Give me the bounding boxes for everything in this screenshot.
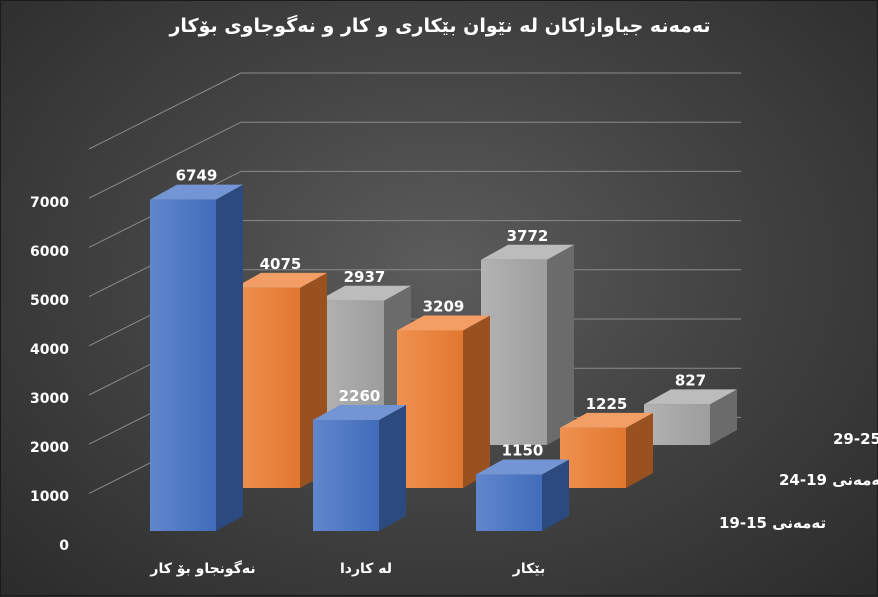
category-label: بێكار	[512, 561, 545, 577]
data-label: 2937	[344, 268, 386, 286]
data-label: 3772	[507, 227, 549, 245]
y-tick-label: 6000	[30, 244, 69, 260]
chart-title: تەمەنە جیاوازاکان لە نێوان بێکاری و کار …	[169, 15, 711, 37]
bar-side	[463, 315, 490, 488]
bar	[560, 427, 626, 488]
bar	[150, 199, 216, 532]
data-label: 2260	[339, 387, 381, 405]
data-label: 3209	[423, 297, 465, 315]
bar	[397, 330, 463, 488]
bar-top	[476, 459, 569, 475]
bar-top	[313, 405, 406, 421]
bar-side	[626, 412, 653, 488]
legend: تەمەنی 15-19 تەمەنی 19-24 تەمەنی 25-29	[719, 430, 878, 532]
bar-side	[379, 405, 406, 531]
series-label: تەمەنی 15-19	[719, 514, 826, 532]
bar	[234, 287, 300, 488]
bar-top	[481, 244, 574, 260]
data-label: 1225	[586, 395, 628, 413]
series-1: 6749 2260 1150	[150, 167, 569, 532]
bar-top	[150, 184, 243, 200]
series-label: تەمەنی 19-24	[779, 471, 878, 489]
category-label: لە كاردا	[340, 561, 392, 577]
data-label: 1150	[502, 442, 544, 460]
bar-top	[644, 389, 737, 405]
y-tick-label: 5000	[30, 293, 69, 309]
y-tick-label: 3000	[30, 391, 69, 407]
bars: 2937 3772 827 4075 3209 1225 6749 2260 1150	[150, 167, 737, 532]
data-label: 827	[675, 371, 706, 389]
bar-side	[216, 184, 243, 532]
bar-top	[397, 315, 490, 331]
bar	[481, 259, 547, 445]
y-tick-label: 0	[59, 538, 69, 554]
bar-top	[234, 272, 327, 288]
bar-top	[318, 285, 411, 301]
y-tick-label: 2000	[30, 440, 69, 456]
bar-side	[547, 244, 574, 445]
bar	[644, 404, 710, 445]
bar-top	[560, 412, 653, 428]
bar	[313, 420, 379, 531]
y-tick-label: 4000	[30, 342, 69, 358]
bar	[476, 474, 542, 531]
y-axis: 0 1000 2000 3000 4000 5000 6000 7000	[30, 195, 69, 554]
bar-side	[710, 389, 737, 445]
category-label: نەگونجاو بۆ كار	[149, 560, 255, 577]
series-2: 4075 3209 1225	[234, 255, 653, 488]
y-tick-label: 7000	[30, 195, 69, 211]
x-axis: نەگونجاو بۆ كار لە كاردا بێكار	[149, 560, 545, 577]
gridline-diagonal	[88, 121, 242, 199]
data-label: 6749	[176, 167, 218, 185]
y-tick-label: 1000	[30, 489, 69, 505]
bar-side	[542, 459, 569, 531]
gridline-diagonal	[88, 72, 242, 150]
data-label: 4075	[260, 255, 302, 273]
series-label: تەمەنی 25-29	[833, 430, 878, 448]
